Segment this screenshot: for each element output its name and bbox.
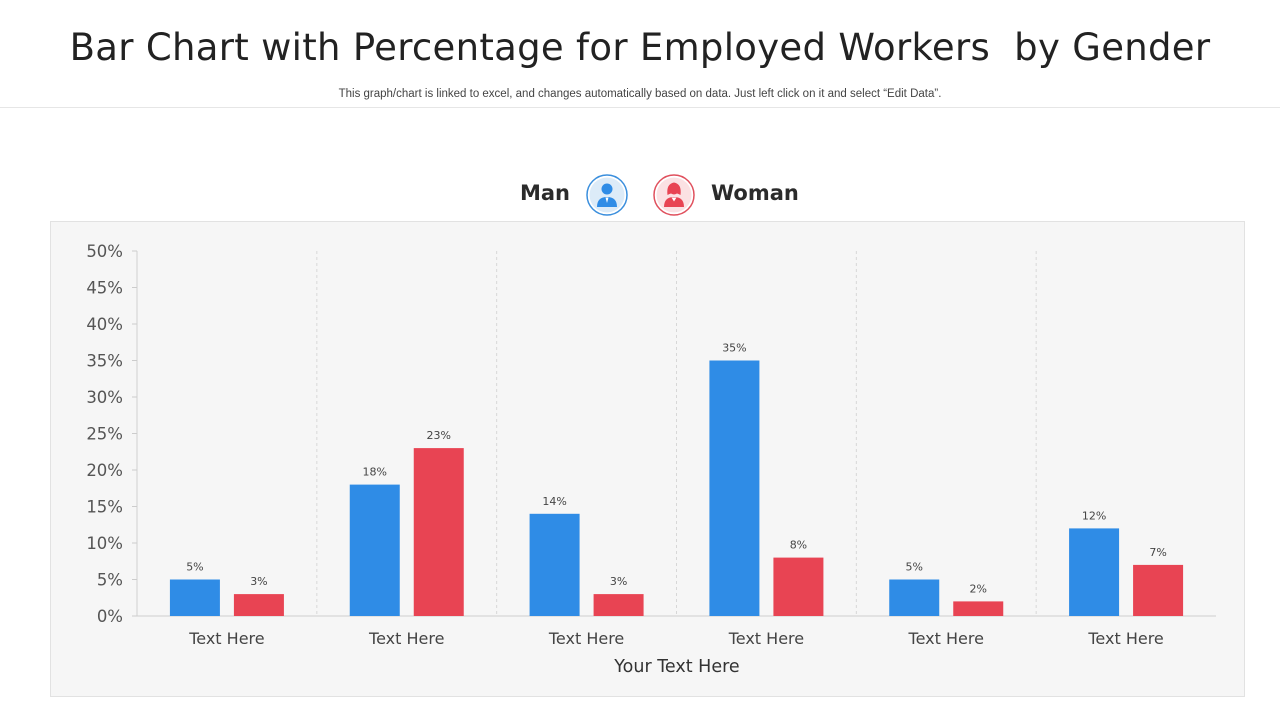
data-label-woman: 2% bbox=[970, 582, 987, 595]
data-label-man: 14% bbox=[542, 495, 566, 508]
data-label-woman: 8% bbox=[790, 539, 807, 552]
bar-woman bbox=[413, 448, 464, 616]
legend-label-woman: Woman bbox=[711, 181, 799, 205]
bar-man bbox=[529, 513, 580, 616]
bar-woman bbox=[953, 601, 1004, 616]
x-tick-label: Text Here bbox=[908, 629, 984, 648]
data-label-man: 12% bbox=[1082, 509, 1106, 522]
data-label-woman: 3% bbox=[250, 575, 267, 588]
bar-chart: 0% 5% 10% 15% 20% 25% 30% 35% 40% 45% 50% 5% 3% Text … bbox=[86, 242, 1216, 677]
page-title: Bar Chart with Percentage for Employed W… bbox=[69, 26, 1211, 69]
y-tick-label: 30% bbox=[86, 388, 123, 407]
bar-woman bbox=[773, 557, 824, 616]
bar-woman bbox=[1133, 564, 1184, 616]
chart-panel: 0% 5% 10% 15% 20% 25% 30% 35% 40% 45% 50% 5% 3% Text … bbox=[50, 221, 1245, 697]
y-tick-label: 5% bbox=[97, 571, 123, 590]
y-tick-label: 45% bbox=[86, 279, 123, 298]
woman-avatar-icon bbox=[653, 174, 695, 216]
header-divider bbox=[0, 107, 1280, 108]
y-tick-label: 40% bbox=[86, 315, 123, 334]
y-tick-label: 15% bbox=[86, 498, 123, 517]
y-tick-label: 35% bbox=[86, 352, 123, 371]
data-label-woman: 3% bbox=[610, 575, 627, 588]
y-tick-label: 10% bbox=[86, 534, 123, 553]
bar-man bbox=[709, 360, 760, 616]
x-tick-label: Text Here bbox=[728, 629, 804, 648]
data-label-man: 5% bbox=[906, 561, 923, 574]
data-label-woman: 7% bbox=[1149, 546, 1166, 559]
bar-man bbox=[349, 484, 400, 616]
legend-label-man: Man bbox=[519, 181, 570, 205]
x-tick-label: Text Here bbox=[548, 629, 624, 648]
y-tick-label: 0% bbox=[97, 607, 123, 626]
x-tick-label: Text Here bbox=[368, 629, 444, 648]
man-avatar-icon bbox=[586, 174, 628, 216]
x-tick-label: Text Here bbox=[1087, 629, 1163, 648]
bar-man bbox=[169, 579, 220, 616]
bar-woman bbox=[233, 594, 284, 616]
bar-man bbox=[1069, 528, 1120, 616]
data-label-man: 35% bbox=[722, 342, 746, 355]
data-label-woman: 23% bbox=[427, 429, 451, 442]
x-axis-title: Your Text Here bbox=[613, 657, 739, 677]
y-tick-label: 20% bbox=[86, 461, 123, 480]
data-label-man: 5% bbox=[186, 561, 203, 574]
data-label-man: 18% bbox=[363, 466, 387, 479]
bar-man bbox=[889, 579, 940, 616]
bar-woman bbox=[593, 594, 644, 616]
page-subtitle: This graph/chart is linked to excel, and… bbox=[338, 88, 942, 100]
x-tick-label: Text Here bbox=[188, 629, 264, 648]
y-tick-label: 25% bbox=[86, 425, 123, 444]
y-tick-label: 50% bbox=[86, 242, 123, 261]
